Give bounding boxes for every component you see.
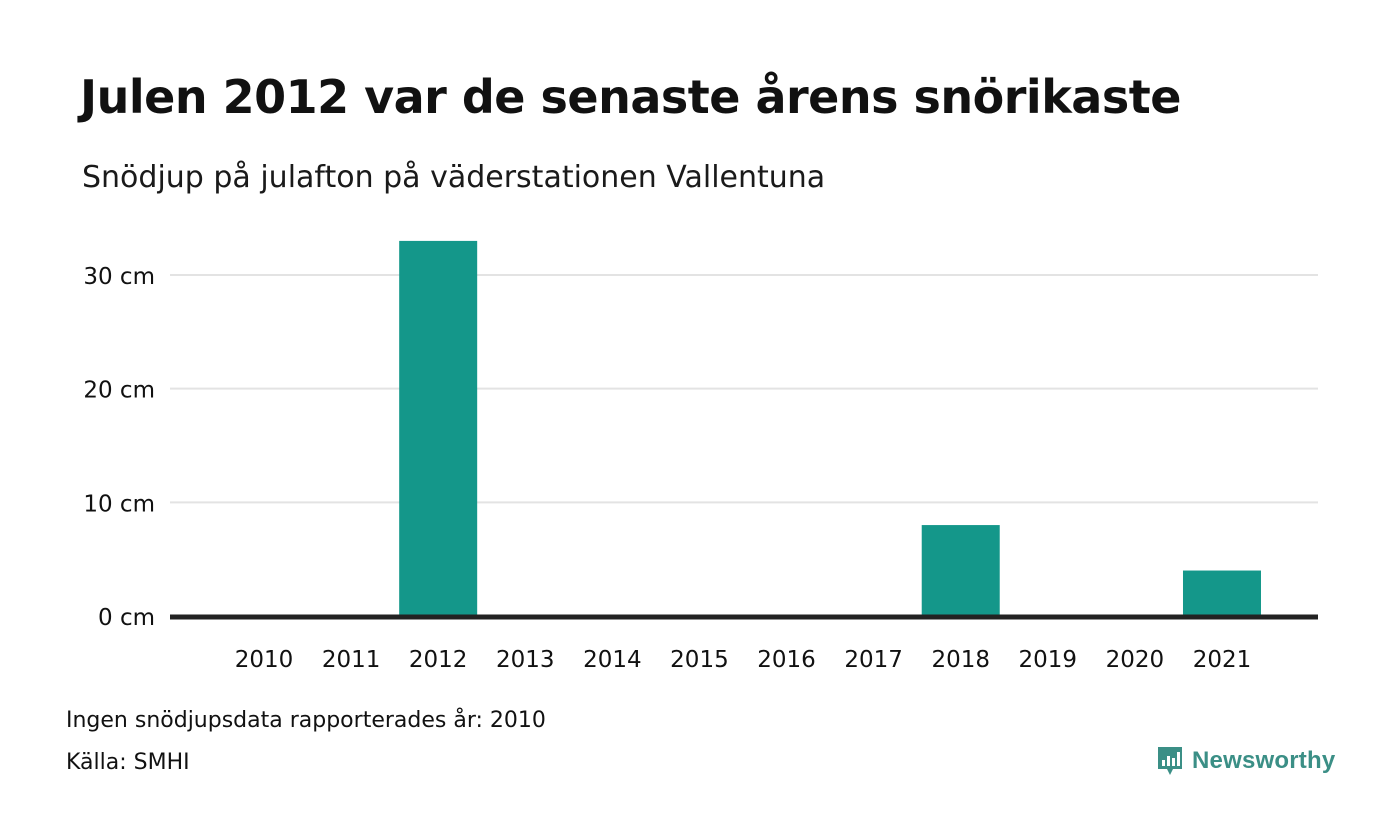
- x-tick-label: 2017: [844, 647, 903, 673]
- y-tick-label: 30 cm: [83, 264, 155, 290]
- x-tick-label: 2019: [1019, 647, 1078, 673]
- x-axis-ticks: 2010 2011 2012 2013 2014 2015 2016 2017 2018 2019…: [235, 647, 1252, 673]
- x-tick-label: 2014: [583, 647, 642, 673]
- bars: [399, 240, 1261, 616]
- y-axis-ticks: 0 cm 10 cm 20 cm 30 cm: [83, 264, 155, 631]
- x-tick-label: 2020: [1106, 647, 1165, 673]
- source-label: Källa: SMHI: [66, 750, 190, 775]
- x-tick-label: 2013: [496, 647, 555, 673]
- y-tick-label: 0 cm: [98, 605, 155, 631]
- x-tick-label: 2012: [409, 647, 468, 673]
- y-tick-label: 20 cm: [83, 378, 155, 404]
- brand-logo: Newsworthy: [1156, 745, 1335, 777]
- x-tick-label: 2021: [1193, 647, 1252, 673]
- data-note: Ingen snödjupsdata rapporterades år: 201…: [66, 708, 546, 733]
- chart-subtitle: Snödjup på julafton på väderstationen Va…: [82, 160, 826, 195]
- x-tick-label: 2018: [931, 647, 990, 673]
- y-tick-label: 10 cm: [83, 491, 155, 517]
- chart-title: Julen 2012 var de senaste årens snörikas…: [80, 70, 1181, 124]
- bar-2021: [1182, 570, 1261, 616]
- x-tick-label: 2011: [322, 647, 381, 673]
- gridlines: [170, 274, 1318, 504]
- x-tick-label: 2016: [757, 647, 816, 673]
- x-tick-label: 2015: [670, 647, 729, 673]
- brand-name: Newsworthy: [1192, 747, 1336, 774]
- bar-2012: [399, 240, 478, 616]
- x-tick-label: 2010: [235, 647, 294, 673]
- bar-chart: 0 cm 10 cm 20 cm 30 cm 2010 2011 2012 2013 2014…: [83, 240, 1318, 673]
- bar-chart-speech-bubble-icon: [1158, 747, 1182, 775]
- bar-2018: [921, 525, 1000, 616]
